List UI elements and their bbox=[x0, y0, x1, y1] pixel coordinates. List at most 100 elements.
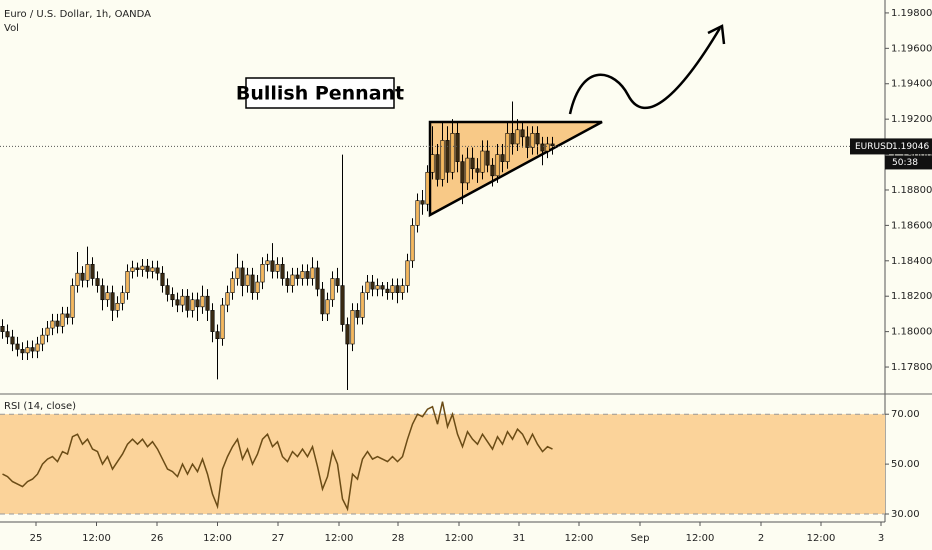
candle-body bbox=[360, 292, 365, 318]
candle-body bbox=[545, 143, 550, 152]
candle-body bbox=[265, 260, 270, 265]
candle-body bbox=[335, 278, 340, 286]
y-tick-label: 1.18600 bbox=[891, 220, 932, 231]
candle-body bbox=[275, 264, 280, 272]
y-tick-label: 1.19800 bbox=[891, 8, 932, 19]
rsi-band bbox=[0, 414, 885, 515]
candle-body bbox=[455, 133, 460, 162]
candle-body bbox=[260, 264, 265, 283]
x-tick-label: Sep bbox=[631, 533, 650, 544]
candle-body bbox=[295, 274, 300, 279]
candle-body bbox=[410, 225, 415, 262]
candle-body bbox=[220, 304, 225, 340]
x-tick-label: 31 bbox=[513, 533, 526, 544]
y-tick-label: 1.19200 bbox=[891, 114, 932, 125]
candle-body bbox=[460, 161, 465, 184]
candle-body bbox=[35, 343, 40, 352]
candle-body bbox=[95, 278, 100, 286]
rsi-tick-label: 50.00 bbox=[891, 459, 920, 470]
candle-body bbox=[290, 274, 295, 286]
candle-body bbox=[325, 299, 330, 315]
candle-body bbox=[270, 260, 275, 272]
candle-body bbox=[280, 264, 285, 279]
x-tick-label: 12:00 bbox=[686, 533, 715, 544]
candle-body bbox=[320, 288, 325, 315]
candle-body bbox=[15, 343, 20, 350]
annotation-box bbox=[245, 77, 395, 109]
candle-body bbox=[300, 271, 305, 279]
candle-body bbox=[165, 285, 170, 295]
candle-body bbox=[230, 278, 235, 293]
pennant-drawing bbox=[428, 120, 603, 218]
candle-body bbox=[345, 324, 350, 345]
candle-body bbox=[435, 154, 440, 180]
candle-body bbox=[420, 200, 425, 205]
candle-body bbox=[310, 267, 315, 279]
x-tick-label: 27 bbox=[272, 533, 285, 544]
y-tick-label: 1.18400 bbox=[891, 256, 932, 267]
candle-body bbox=[110, 292, 115, 311]
candle-body bbox=[205, 295, 210, 311]
candle-body bbox=[70, 285, 75, 318]
candle-body bbox=[505, 133, 510, 162]
x-tick-label: 12:00 bbox=[807, 533, 836, 544]
candle-body bbox=[515, 129, 520, 145]
candle-body bbox=[340, 285, 345, 325]
candle-body bbox=[185, 295, 190, 311]
candle-body bbox=[115, 302, 120, 311]
candle-body bbox=[0, 326, 5, 332]
x-tick-label: 12:00 bbox=[82, 533, 111, 544]
rsi-line bbox=[2, 401, 553, 512]
candle-body bbox=[365, 281, 370, 293]
projection-arrow bbox=[568, 27, 722, 115]
candle-body bbox=[100, 285, 105, 301]
candle-body bbox=[200, 295, 205, 308]
candle-body bbox=[480, 150, 485, 173]
candle-body bbox=[305, 271, 310, 279]
candle-body bbox=[85, 264, 90, 281]
x-tick-label: 28 bbox=[392, 533, 405, 544]
candle-body bbox=[40, 334, 45, 345]
candle-body bbox=[210, 310, 215, 332]
candle-body bbox=[485, 150, 490, 166]
candle-body bbox=[500, 154, 505, 162]
y-tick-label: 1.19600 bbox=[891, 43, 932, 54]
candle-body bbox=[65, 313, 70, 318]
x-tick-label: 2 bbox=[758, 533, 764, 544]
candle-body bbox=[105, 292, 110, 301]
rsi-tick-label: 70.00 bbox=[891, 409, 920, 420]
candle-body bbox=[235, 267, 240, 279]
candle-body bbox=[130, 267, 135, 272]
candle-body bbox=[510, 133, 515, 145]
candle-body bbox=[425, 171, 430, 205]
candle-body bbox=[240, 267, 245, 286]
pennant-triangle bbox=[428, 120, 603, 218]
candle-body bbox=[160, 272, 165, 286]
arrow-head bbox=[707, 24, 726, 45]
candle-body bbox=[60, 313, 65, 327]
candle-body bbox=[75, 272, 80, 286]
candle-body bbox=[145, 265, 150, 272]
candle-body bbox=[170, 294, 175, 301]
candle-body bbox=[195, 299, 200, 308]
candle-body bbox=[245, 274, 250, 286]
rsi-title: RSI (14, close) bbox=[4, 401, 76, 412]
candle-body bbox=[490, 164, 495, 177]
candle-body bbox=[520, 129, 525, 138]
candle-body bbox=[445, 140, 450, 173]
candle-body bbox=[415, 200, 420, 226]
candle-body bbox=[125, 271, 130, 293]
countdown-tag bbox=[885, 155, 932, 170]
candle-body bbox=[150, 267, 155, 272]
chart-title: Euro / U.S. Dollar, 1h, OANDA bbox=[4, 9, 151, 20]
candle-body bbox=[430, 154, 435, 173]
y-tick-label: 1.18200 bbox=[891, 291, 932, 302]
candle-body bbox=[175, 299, 180, 306]
candle-body bbox=[470, 157, 475, 170]
candle-body bbox=[530, 133, 535, 148]
x-tick-label: 26 bbox=[151, 533, 164, 544]
candle-body bbox=[225, 292, 230, 306]
candle-body bbox=[120, 292, 125, 304]
x-tick-label: 12:00 bbox=[445, 533, 474, 544]
